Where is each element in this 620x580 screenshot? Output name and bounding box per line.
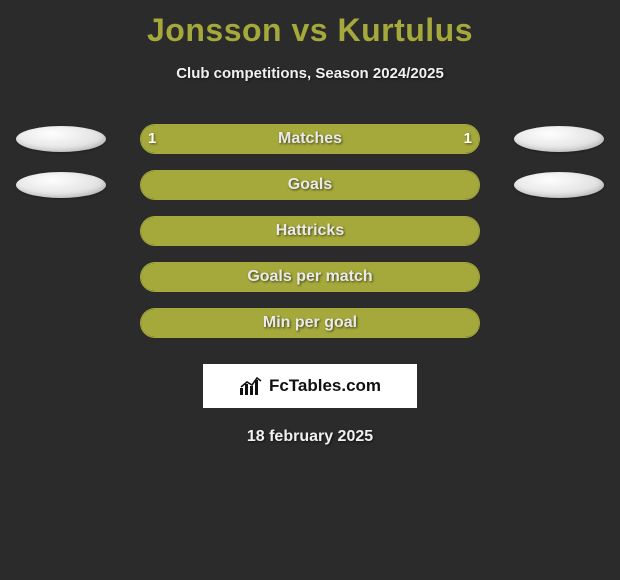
player-left-marker	[16, 172, 106, 198]
bar-left-fill	[141, 217, 310, 245]
comparison-row: Goals per match	[0, 262, 620, 292]
bar-left-fill	[141, 125, 310, 153]
bar-right-fill	[310, 263, 479, 291]
comparison-row: Hattricks	[0, 216, 620, 246]
bar-track	[140, 262, 480, 292]
bar-right-fill	[310, 171, 479, 199]
bar-right-fill	[310, 217, 479, 245]
player-right-marker	[514, 126, 604, 152]
comparison-row: Min per goal	[0, 308, 620, 338]
bar-track	[140, 170, 480, 200]
bar-right-fill	[310, 309, 479, 337]
subtitle: Club competitions, Season 2024/2025	[0, 65, 620, 82]
player-right-marker	[514, 172, 604, 198]
comparison-rows: Matches11GoalsHattricksGoals per matchMi…	[0, 124, 620, 338]
page-title: Jonsson vs Kurtulus	[0, 0, 620, 49]
date-label: 18 february 2025	[0, 428, 620, 446]
brand-badge: FcTables.com	[203, 364, 417, 408]
player-left-marker	[16, 126, 106, 152]
value-right: 1	[464, 124, 472, 154]
bar-track	[140, 124, 480, 154]
bar-left-fill	[141, 263, 310, 291]
value-left: 1	[148, 124, 156, 154]
comparison-row: Goals	[0, 170, 620, 200]
chart-icon	[239, 376, 263, 396]
bar-left-fill	[141, 309, 310, 337]
bar-left-fill	[141, 171, 310, 199]
comparison-infographic: Jonsson vs Kurtulus Club competitions, S…	[0, 0, 620, 580]
bar-track	[140, 308, 480, 338]
bar-right-fill	[310, 125, 479, 153]
bar-track	[140, 216, 480, 246]
comparison-row: Matches11	[0, 124, 620, 154]
brand-text: FcTables.com	[269, 376, 381, 396]
